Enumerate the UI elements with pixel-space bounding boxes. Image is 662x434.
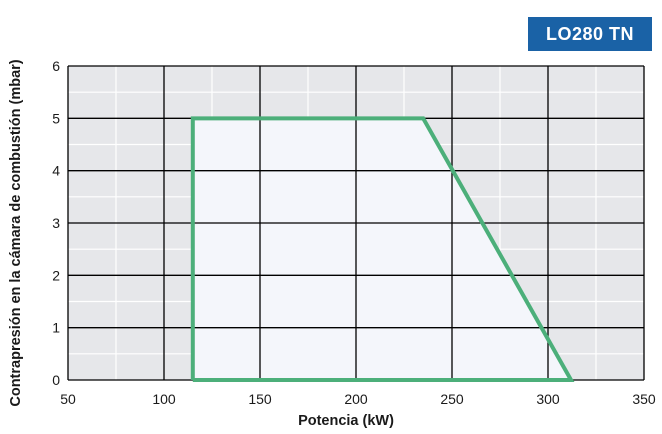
operating-envelope-fill xyxy=(192,118,572,380)
x-tick-label: 350 xyxy=(632,391,656,407)
x-tick-label: 250 xyxy=(440,391,464,407)
operating-envelope-line xyxy=(190,116,575,382)
y-tick-label: 3 xyxy=(52,215,60,231)
y-tick-label: 1 xyxy=(52,320,60,336)
model-badge: LO280 TN xyxy=(528,17,652,51)
x-tick-label: 50 xyxy=(60,391,76,407)
x-axis-title: Potencia (kW) xyxy=(298,413,394,429)
y-tick-label: 2 xyxy=(52,267,60,283)
x-tick-label: 300 xyxy=(536,391,560,407)
x-tick-label: 150 xyxy=(248,391,272,407)
y-tick-label: 6 xyxy=(52,58,60,74)
y-axis-title: Contrapresión en la cámara de combustión… xyxy=(8,59,24,406)
y-tick-label: 5 xyxy=(52,110,60,126)
y-axis-ticks: 0 1 2 3 4 5 6 xyxy=(52,58,60,388)
y-tick-label: 4 xyxy=(52,163,60,179)
y-tick-label: 0 xyxy=(52,372,60,388)
x-axis-ticks: 50 100 150 200 250 300 350 xyxy=(60,391,656,407)
x-tick-label: 200 xyxy=(344,391,368,407)
x-tick-label: 100 xyxy=(152,391,176,407)
